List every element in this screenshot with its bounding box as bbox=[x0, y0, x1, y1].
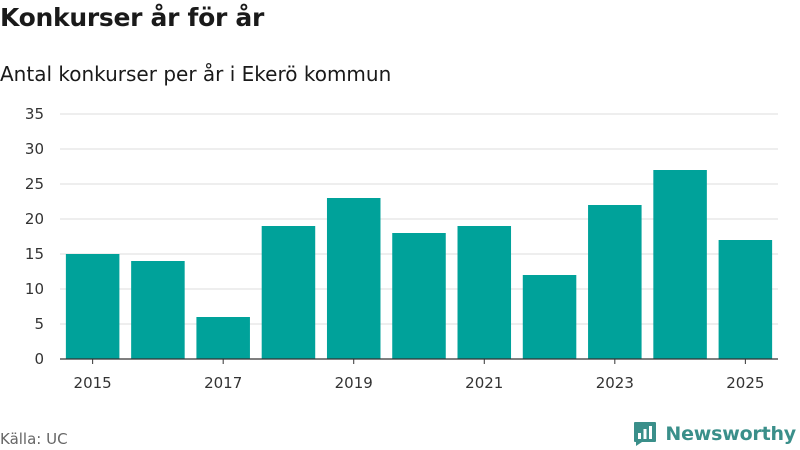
bar-2019 bbox=[326, 198, 381, 359]
x-tick-label: 2025 bbox=[726, 374, 764, 392]
x-tick-label: 2021 bbox=[465, 374, 503, 392]
brand-name: Newsworthy bbox=[665, 423, 796, 445]
y-axis-ticks: 0 5 10 15 20 25 30 35 bbox=[25, 105, 44, 368]
source-note: Källa: UC bbox=[0, 430, 68, 448]
y-tick-label: 15 bbox=[25, 245, 44, 263]
bar-2023 bbox=[588, 205, 642, 359]
x-tick-label: 2015 bbox=[74, 374, 112, 392]
x-tick-label: 2017 bbox=[204, 374, 242, 392]
x-tick-label: 2023 bbox=[596, 374, 634, 392]
bar-2020 bbox=[392, 233, 446, 359]
bar-2018 bbox=[261, 226, 316, 359]
bar-2025 bbox=[718, 240, 773, 359]
bar-2021 bbox=[457, 226, 512, 359]
y-tick-label: 10 bbox=[25, 280, 44, 298]
y-tick-label: 30 bbox=[25, 140, 44, 158]
y-tick-label: 20 bbox=[25, 210, 44, 228]
x-tick-label: 2019 bbox=[335, 374, 373, 392]
newsworthy-logo-icon bbox=[634, 422, 657, 446]
bar-2016 bbox=[131, 261, 185, 359]
x-axis-ticks: 2015 2017 2019 2021 2023 2025 bbox=[74, 359, 764, 392]
bars bbox=[65, 170, 773, 359]
bar-2024 bbox=[653, 170, 707, 359]
y-tick-label: 35 bbox=[25, 105, 44, 123]
brand-logo[interactable]: Newsworthy bbox=[633, 419, 796, 449]
chart-subtitle: Antal konkurser per år i Ekerö kommun bbox=[0, 62, 392, 86]
bar-2022 bbox=[522, 275, 577, 359]
y-tick-label: 25 bbox=[25, 175, 44, 193]
y-tick-label: 0 bbox=[34, 350, 44, 368]
y-tick-label: 5 bbox=[34, 315, 44, 333]
bar-2015 bbox=[65, 254, 120, 359]
chart-title: Konkurser år för år bbox=[0, 3, 265, 32]
bar-2017 bbox=[196, 317, 250, 359]
